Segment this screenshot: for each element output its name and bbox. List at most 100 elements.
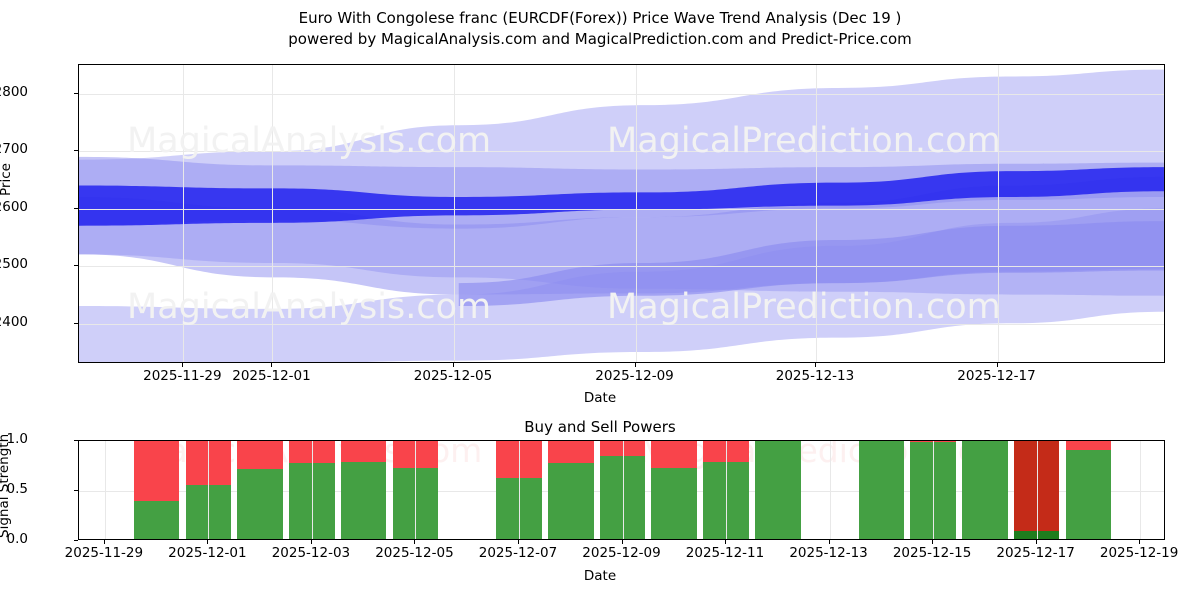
buy-power-segment [496, 478, 542, 539]
gridline-vertical [829, 441, 831, 539]
buy-sell-bar[interactable] [910, 441, 956, 539]
price-y-tick-mark [74, 207, 78, 209]
signal-x-tick-mark [725, 540, 727, 544]
buy-power-segment [651, 468, 698, 539]
buy-sell-bar[interactable] [133, 441, 180, 539]
gridline-vertical [415, 441, 417, 539]
gridline-vertical [1140, 441, 1142, 539]
buy-sell-bar[interactable] [547, 441, 594, 539]
buy-power-segment [1065, 450, 1112, 539]
buy-sell-bar[interactable] [962, 441, 1008, 539]
buy-power-segment [755, 441, 801, 539]
price-y-tick-label: 2500 [0, 256, 28, 273]
gridline-horizontal [79, 208, 1164, 210]
signal-x-tick-label: 2025-12-19 [1099, 545, 1179, 561]
gridline-vertical [311, 441, 313, 539]
sell-power-segment [703, 441, 749, 462]
price-x-tick-mark [182, 363, 184, 367]
buy-sell-bar[interactable] [703, 441, 749, 539]
gridline-vertical [208, 441, 210, 539]
price-x-tick-mark [634, 363, 636, 367]
gridline-vertical [104, 441, 106, 539]
buy-power-segment [547, 463, 594, 539]
sell-power-segment [237, 441, 283, 469]
buy-sell-bar[interactable] [237, 441, 283, 539]
gridline-vertical [454, 65, 455, 362]
buy-power-segment [289, 463, 335, 539]
gridline-vertical [183, 65, 185, 362]
price-y-tick-label: 2600 [0, 198, 28, 215]
sell-power-segment [1065, 441, 1112, 450]
buy-power-segment [340, 462, 387, 539]
buy-sell-bar[interactable] [651, 441, 698, 539]
price-x-tick-mark [996, 363, 998, 367]
signal-x-tick-mark [621, 540, 623, 544]
wave-band-lower-rounded-band [458, 221, 1164, 307]
gridline-vertical [1036, 441, 1038, 539]
price-wave-plot-area: MagicalAnalysis.com MagicalPrediction.com… [79, 65, 1164, 362]
price-x-tick-label: 2025-12-05 [413, 368, 493, 384]
price-x-tick-mark [271, 363, 273, 367]
buy-sell-bar[interactable] [599, 441, 646, 539]
signal-x-tick-mark [310, 540, 312, 544]
sell-power-segment [1013, 441, 1060, 531]
signal-x-tick-label: 2025-12-13 [789, 545, 868, 561]
price-axis-label: Price [0, 163, 14, 196]
signal-x-tick-mark [1139, 540, 1141, 544]
buy-sell-bar[interactable] [1065, 441, 1112, 539]
title-line-1: Euro With Congolese franc (EURCDF(Forex)… [298, 9, 902, 27]
price-y-tick-label: 2800 [0, 83, 28, 100]
price-y-tick-mark [74, 92, 78, 94]
price-wave-chart: MagicalAnalysis.com MagicalPrediction.com… [78, 64, 1165, 363]
sell-power-segment [599, 441, 646, 456]
signal-y-tick-label: 0.5 [6, 481, 28, 497]
signal-x-tick-label: 2025-12-07 [478, 545, 558, 561]
price-x-tick-label: 2025-12-09 [595, 368, 674, 384]
buy-power-segment [910, 442, 956, 539]
buy-power-segment [237, 469, 283, 539]
signal-y-tick-mark [74, 490, 78, 491]
sell-power-segment [547, 441, 594, 463]
gridline-vertical [635, 65, 637, 362]
page-title: Euro With Congolese franc (EURCDF(Forex)… [0, 8, 1200, 50]
buy-power-segment [1013, 531, 1060, 539]
buy-sell-bar[interactable] [340, 441, 387, 539]
gridline-horizontal [79, 266, 1164, 268]
price-y-tick-mark [74, 150, 78, 152]
sell-power-segment [289, 441, 335, 463]
gridline-vertical [933, 441, 935, 539]
signal-y-tick-label: 1.0 [6, 431, 28, 447]
sell-power-segment [651, 441, 698, 468]
signal-x-tick-mark [517, 540, 519, 544]
signal-x-tick-label: 2025-12-05 [375, 545, 454, 561]
price-y-tick-mark [74, 322, 78, 324]
buy-sell-bar[interactable] [1013, 441, 1060, 539]
buy-sell-xaxis-label: Date [583, 568, 617, 584]
sell-power-segment [133, 441, 180, 501]
gridline-horizontal [79, 151, 1164, 153]
price-y-tick-label: 2700 [0, 141, 28, 158]
price-y-tick-mark [74, 265, 78, 267]
price-x-tick-label: 2025-12-17 [957, 368, 1036, 384]
buy-power-segment [703, 462, 749, 539]
buy-sell-bar[interactable] [289, 441, 335, 539]
buy-power-segment [858, 441, 905, 539]
signal-x-tick-label: 2025-12-17 [996, 545, 1075, 561]
signal-x-tick-mark [1035, 540, 1037, 544]
signal-x-tick-mark [828, 540, 830, 544]
buy-sell-bar[interactable] [755, 441, 801, 539]
signal-strength-axis-label: Signal Strength [0, 433, 12, 538]
signal-x-tick-mark [207, 540, 209, 544]
gridline-vertical [622, 441, 624, 539]
sell-power-segment [910, 441, 956, 442]
buy-sell-bar[interactable] [496, 441, 542, 539]
price-x-tick-label: 2025-12-13 [775, 368, 855, 384]
signal-y-tick-mark [74, 440, 78, 441]
gridline-vertical [815, 65, 817, 362]
signal-x-tick-label: 2025-12-15 [892, 545, 972, 561]
buy-sell-bar[interactable] [858, 441, 905, 539]
signal-x-tick-mark [932, 540, 934, 544]
signal-x-tick-label: 2025-12-11 [685, 545, 765, 561]
